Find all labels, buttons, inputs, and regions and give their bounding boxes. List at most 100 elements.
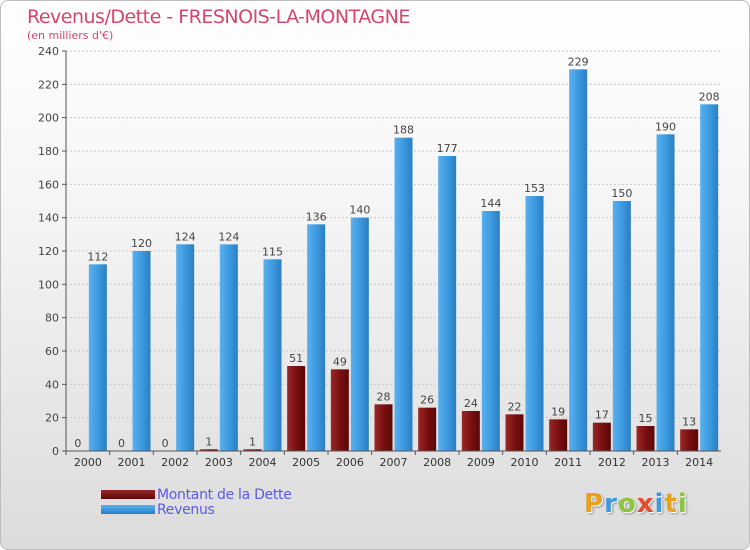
bar-revenus: [700, 104, 719, 451]
x-tick-label: 2005: [292, 456, 320, 469]
data-label-revenus: 140: [349, 204, 370, 217]
data-label-revenus: 190: [655, 120, 676, 133]
bar-dette: [680, 429, 699, 451]
y-tick-label: 80: [45, 312, 59, 325]
bar-revenus: [176, 244, 195, 451]
data-label-revenus: 120: [131, 237, 152, 250]
x-tick-label: 2003: [205, 456, 233, 469]
data-label-dette: 1: [205, 435, 212, 448]
data-label-revenus: 144: [480, 197, 501, 210]
bar-dette: [374, 404, 393, 451]
y-tick-label: 120: [38, 245, 59, 258]
x-tick-label: 2004: [249, 456, 277, 469]
x-tick-label: 2001: [118, 456, 146, 469]
data-label-dette: 0: [74, 437, 81, 450]
bar-dette: [243, 449, 262, 451]
logo-letter: t: [664, 489, 678, 519]
data-label-revenus: 153: [524, 182, 545, 195]
y-tick-label: 60: [45, 345, 59, 358]
bar-revenus: [88, 264, 107, 451]
bar-revenus: [438, 156, 457, 451]
legend-item-dette: Montant de la Dette: [101, 486, 292, 503]
data-label-dette: 28: [377, 390, 391, 403]
data-label-revenus: 177: [437, 142, 458, 155]
data-label-dette: 24: [464, 397, 478, 410]
bar-revenus: [132, 251, 151, 451]
y-tick-label: 140: [38, 212, 59, 225]
y-tick-label: 160: [38, 178, 59, 191]
bar-revenus: [263, 259, 282, 451]
bar-revenus: [656, 134, 675, 452]
bar-dette: [549, 419, 568, 451]
grid-lines: [66, 50, 721, 419]
data-label-dette: 1: [249, 435, 256, 448]
legend-swatch-revenus: [101, 505, 155, 514]
bar-revenus: [219, 244, 238, 451]
bar-dette: [505, 414, 524, 451]
logo-letter: P: [584, 489, 605, 519]
y-tick-label: 200: [38, 112, 59, 125]
bar-dette: [330, 369, 349, 451]
x-tick-label: 2006: [336, 456, 364, 469]
chart-title: Revenus/Dette - FRESNOIS-LA-MONTAGNE: [27, 6, 410, 28]
data-label-revenus: 136: [306, 210, 327, 223]
logo-letter: o: [617, 489, 637, 519]
data-label-dette: 17: [595, 409, 609, 422]
data-label-dette: 51: [289, 352, 303, 365]
bar-dette: [418, 407, 437, 451]
bar-revenus: [394, 137, 413, 451]
y-tick-label: 0: [52, 445, 59, 458]
legend: Montant de la Dette Revenus: [101, 486, 292, 518]
x-tick-label: 2002: [161, 456, 189, 469]
y-tick-label: 240: [38, 45, 59, 58]
data-label-dette: 0: [162, 437, 169, 450]
logo-letter: i: [677, 489, 688, 519]
data-label-revenus: 124: [218, 230, 239, 243]
x-tick-label: 2000: [74, 456, 102, 469]
data-label-dette: 26: [420, 394, 434, 407]
y-tick-label: 180: [38, 145, 59, 158]
legend-label-revenus: Revenus: [157, 501, 215, 518]
x-tick-label: 2010: [511, 456, 539, 469]
bar-dette: [636, 426, 655, 451]
bar-dette: [592, 422, 611, 451]
y-tick-label: 40: [45, 378, 59, 391]
chart-subtitle: (en milliers d'€): [27, 29, 114, 42]
bar-revenus: [350, 217, 369, 451]
legend-item-revenus: Revenus: [101, 501, 292, 518]
proxiti-logo: Proxiti: [584, 489, 688, 519]
x-tick-label: 2009: [467, 456, 495, 469]
logo-letter: r: [604, 489, 618, 519]
bar-revenus: [481, 211, 500, 451]
data-label-dette: 0: [118, 437, 125, 450]
data-label-revenus: 115: [262, 245, 283, 258]
y-tick-label: 20: [45, 412, 59, 425]
bars: 0 112 0 120 0 124 1 124 1 115 51 136 49 140 28 188 26 177…: [74, 55, 720, 452]
x-tick-label: 2014: [685, 456, 713, 469]
x-tick-label: 2008: [423, 456, 451, 469]
data-label-revenus: 208: [699, 90, 720, 103]
x-tick-label: 2007: [380, 456, 408, 469]
y-tick-label: 100: [38, 278, 59, 291]
bar-revenus: [612, 201, 631, 451]
legend-label-dette: Montant de la Dette: [157, 486, 292, 503]
logo-letter: i: [654, 489, 665, 519]
logo-letter: x: [636, 489, 655, 519]
data-label-revenus: 112: [87, 250, 108, 263]
bar-revenus: [569, 69, 588, 451]
legend-swatch-dette: [101, 490, 155, 499]
y-tick-label: 220: [38, 78, 59, 91]
data-label-revenus: 229: [568, 55, 589, 68]
data-label-revenus: 124: [175, 230, 196, 243]
data-label-dette: 19: [551, 405, 565, 418]
bar-revenus: [525, 196, 544, 451]
bar-revenus: [307, 224, 326, 451]
bar-dette: [199, 449, 218, 451]
data-label-dette: 22: [508, 400, 522, 413]
bar-dette: [287, 366, 306, 451]
data-label-dette: 15: [639, 412, 653, 425]
data-label-revenus: 188: [393, 124, 414, 137]
